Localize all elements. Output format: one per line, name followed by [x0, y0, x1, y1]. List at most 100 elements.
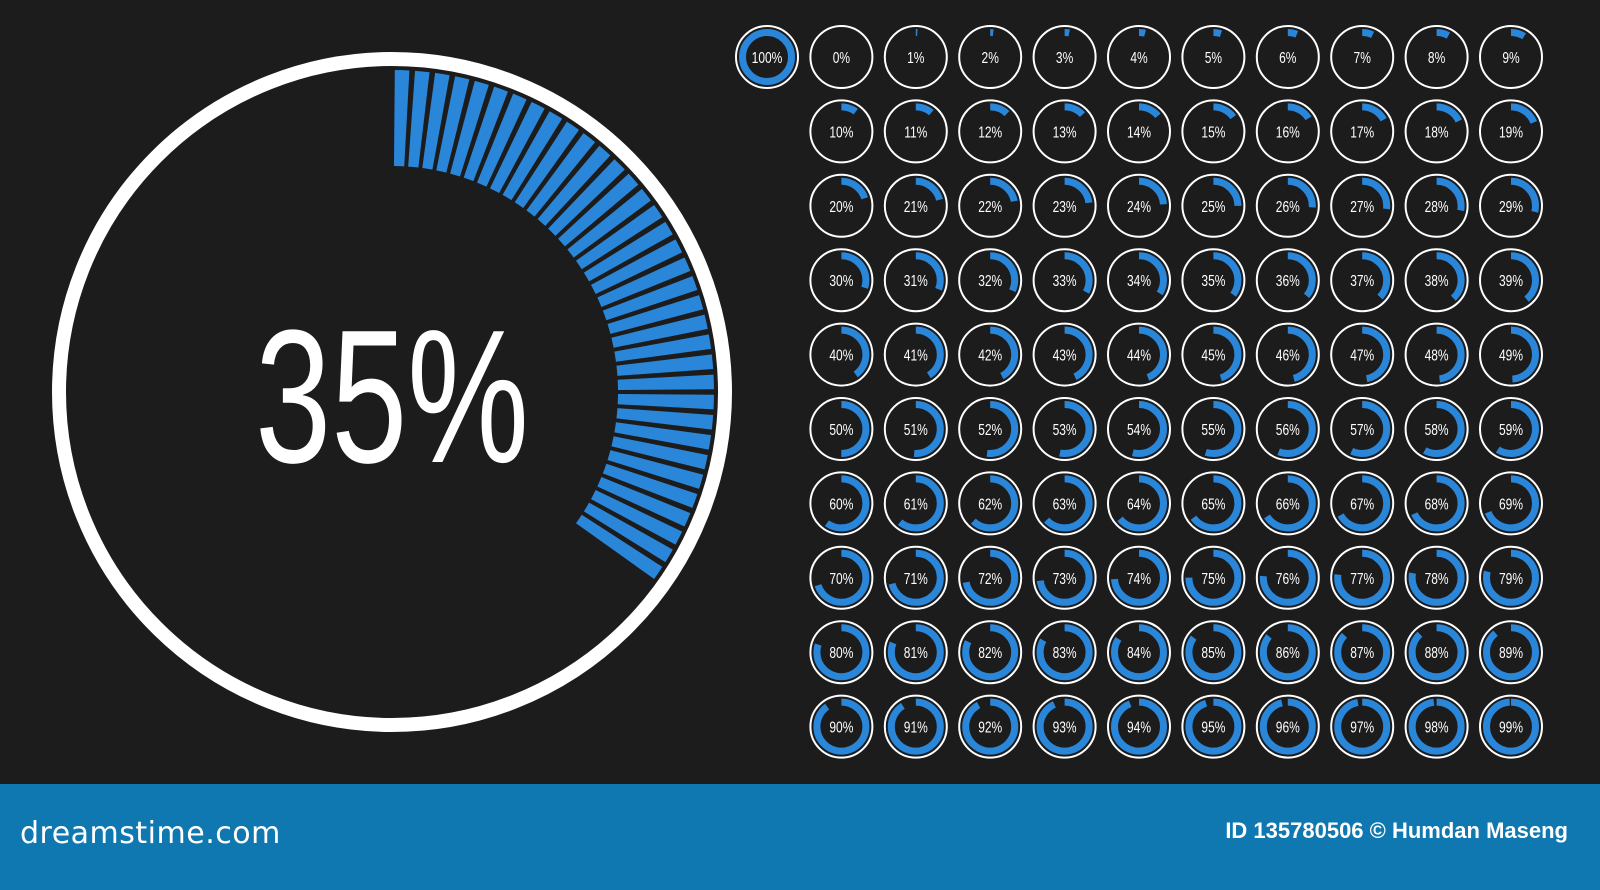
gauge-progress-arc — [1036, 624, 1093, 681]
gauge-ring — [958, 397, 1023, 461]
gauge-ring — [1107, 99, 1171, 164]
gauge-segment — [611, 314, 708, 348]
gauge-ring — [1479, 620, 1543, 685]
gauge-progress-arc — [1334, 177, 1391, 234]
gauge-label: 34% — [1127, 271, 1151, 289]
gauge-label: 25% — [1201, 197, 1225, 215]
gauge-label: 79% — [1499, 569, 1523, 587]
percent-gauge-26: 26% — [1255, 173, 1320, 238]
percent-gauge-0: 0% — [809, 25, 874, 89]
percent-gauge-24: 24% — [1107, 173, 1171, 238]
gauge-label: 74% — [1127, 569, 1151, 587]
gauge-label: 11% — [904, 123, 927, 141]
gauge-label: 57% — [1350, 420, 1374, 438]
gauge-progress-arc — [887, 29, 944, 85]
percent-gauge-100: 100% — [735, 25, 799, 89]
percent-gauge-29: 29% — [1479, 173, 1543, 238]
gauge-segment — [597, 257, 691, 307]
percent-gauge-67: 67% — [1330, 471, 1395, 536]
percent-gauge-82: 82% — [958, 620, 1023, 685]
percent-gauge-28: 28% — [1404, 173, 1469, 238]
gauge-label: 77% — [1350, 569, 1374, 587]
gauge-ring — [1032, 25, 1097, 89]
gauge-progress-arc — [1185, 103, 1242, 160]
gauge-label: 70% — [829, 569, 853, 587]
percent-gauge-55: 55% — [1181, 397, 1246, 461]
percent-gauge-14: 14% — [1107, 99, 1171, 164]
percent-gauge-27: 27% — [1330, 173, 1395, 238]
percent-gauge-61: 61% — [883, 471, 948, 536]
gauge-label: 28% — [1425, 197, 1449, 215]
gauge-ring — [1107, 694, 1171, 759]
gauge-progress-arc — [1036, 401, 1093, 457]
percent-gauge-22: 22% — [958, 173, 1023, 238]
gauge-label: 88% — [1425, 643, 1449, 661]
gauge-progress-arc — [1334, 103, 1391, 160]
percent-gauge-3: 3% — [1032, 25, 1097, 89]
gauge-label: 91% — [904, 718, 928, 736]
gauge-ring — [1479, 397, 1543, 461]
gauge-segment — [575, 205, 663, 270]
gauge-progress-arc — [1036, 698, 1093, 755]
percent-gauge-51: 51% — [883, 397, 948, 461]
gauge-progress-arc — [813, 475, 870, 532]
gauge-progress-arc — [1259, 103, 1316, 160]
gauge-progress-arc — [962, 177, 1019, 234]
gauge-ring — [1255, 173, 1320, 238]
gauge-ring — [883, 545, 948, 610]
gauge-label: 29% — [1499, 197, 1523, 215]
percent-gauge-48: 48% — [1404, 322, 1469, 387]
percent-gauge-70: 70% — [809, 545, 874, 610]
percent-gauge-98: 98% — [1404, 694, 1469, 759]
percent-gauge-53: 53% — [1032, 397, 1097, 461]
gauge-segment — [590, 490, 683, 545]
gauge-ring — [883, 248, 948, 313]
gauge-ring — [809, 471, 874, 536]
gauge-progress-arc — [1111, 475, 1167, 532]
gauge-label: 36% — [1276, 271, 1300, 289]
gauge-progress-arc — [1259, 326, 1316, 383]
gauge-progress-arc — [1036, 252, 1093, 309]
gauge-ring — [1330, 322, 1395, 387]
gauge-progress-arc — [1036, 549, 1093, 606]
gauge-ring — [1181, 545, 1246, 610]
gauge-segment — [602, 276, 698, 321]
gauge-progress-arc — [1185, 326, 1242, 383]
gauge-ring — [1032, 248, 1097, 313]
percent-gauge-83: 83% — [1032, 620, 1097, 685]
gauge-label: 13% — [1053, 123, 1077, 141]
gauge-ring — [1181, 322, 1246, 387]
gauge-ring — [883, 620, 948, 685]
gauge-progress-arc — [887, 698, 944, 755]
gauge-progress-arc — [1483, 549, 1539, 606]
gauge-label: 93% — [1053, 718, 1077, 736]
gauge-label: 97% — [1350, 718, 1374, 736]
gauge-progress-arc — [1036, 177, 1093, 234]
percent-gauge-95: 95% — [1181, 694, 1246, 759]
gauge-label: 20% — [829, 197, 853, 215]
gauge-ring — [958, 471, 1023, 536]
gauge-ring — [1255, 322, 1320, 387]
gauge-progress-arc — [887, 177, 944, 234]
gauge-progress-arc — [1483, 326, 1539, 383]
gauge-progress-arc — [1408, 475, 1465, 532]
gauge-segment — [477, 93, 527, 187]
percent-gauge-97: 97% — [1330, 694, 1395, 759]
percent-gauge-60: 60% — [809, 471, 874, 536]
gauge-ring — [883, 25, 948, 89]
gauge-segment — [567, 188, 651, 258]
gauge-ring — [1107, 322, 1171, 387]
gauge-label: 62% — [978, 495, 1002, 513]
percent-gauge-20: 20% — [809, 173, 874, 238]
percent-gauge-31: 31% — [883, 248, 948, 313]
percent-gauge-2: 2% — [958, 25, 1023, 89]
percent-gauge-86: 86% — [1255, 620, 1320, 685]
gauge-segment — [436, 76, 470, 173]
gauge-ring — [883, 99, 948, 164]
gauge-ring — [1404, 173, 1469, 238]
gauge-ring — [1255, 397, 1320, 461]
percent-gauge-33: 33% — [1032, 248, 1097, 313]
gauge-ring — [1032, 173, 1097, 238]
gauge-ring — [809, 25, 874, 89]
gauge-label: 3% — [1056, 48, 1074, 66]
